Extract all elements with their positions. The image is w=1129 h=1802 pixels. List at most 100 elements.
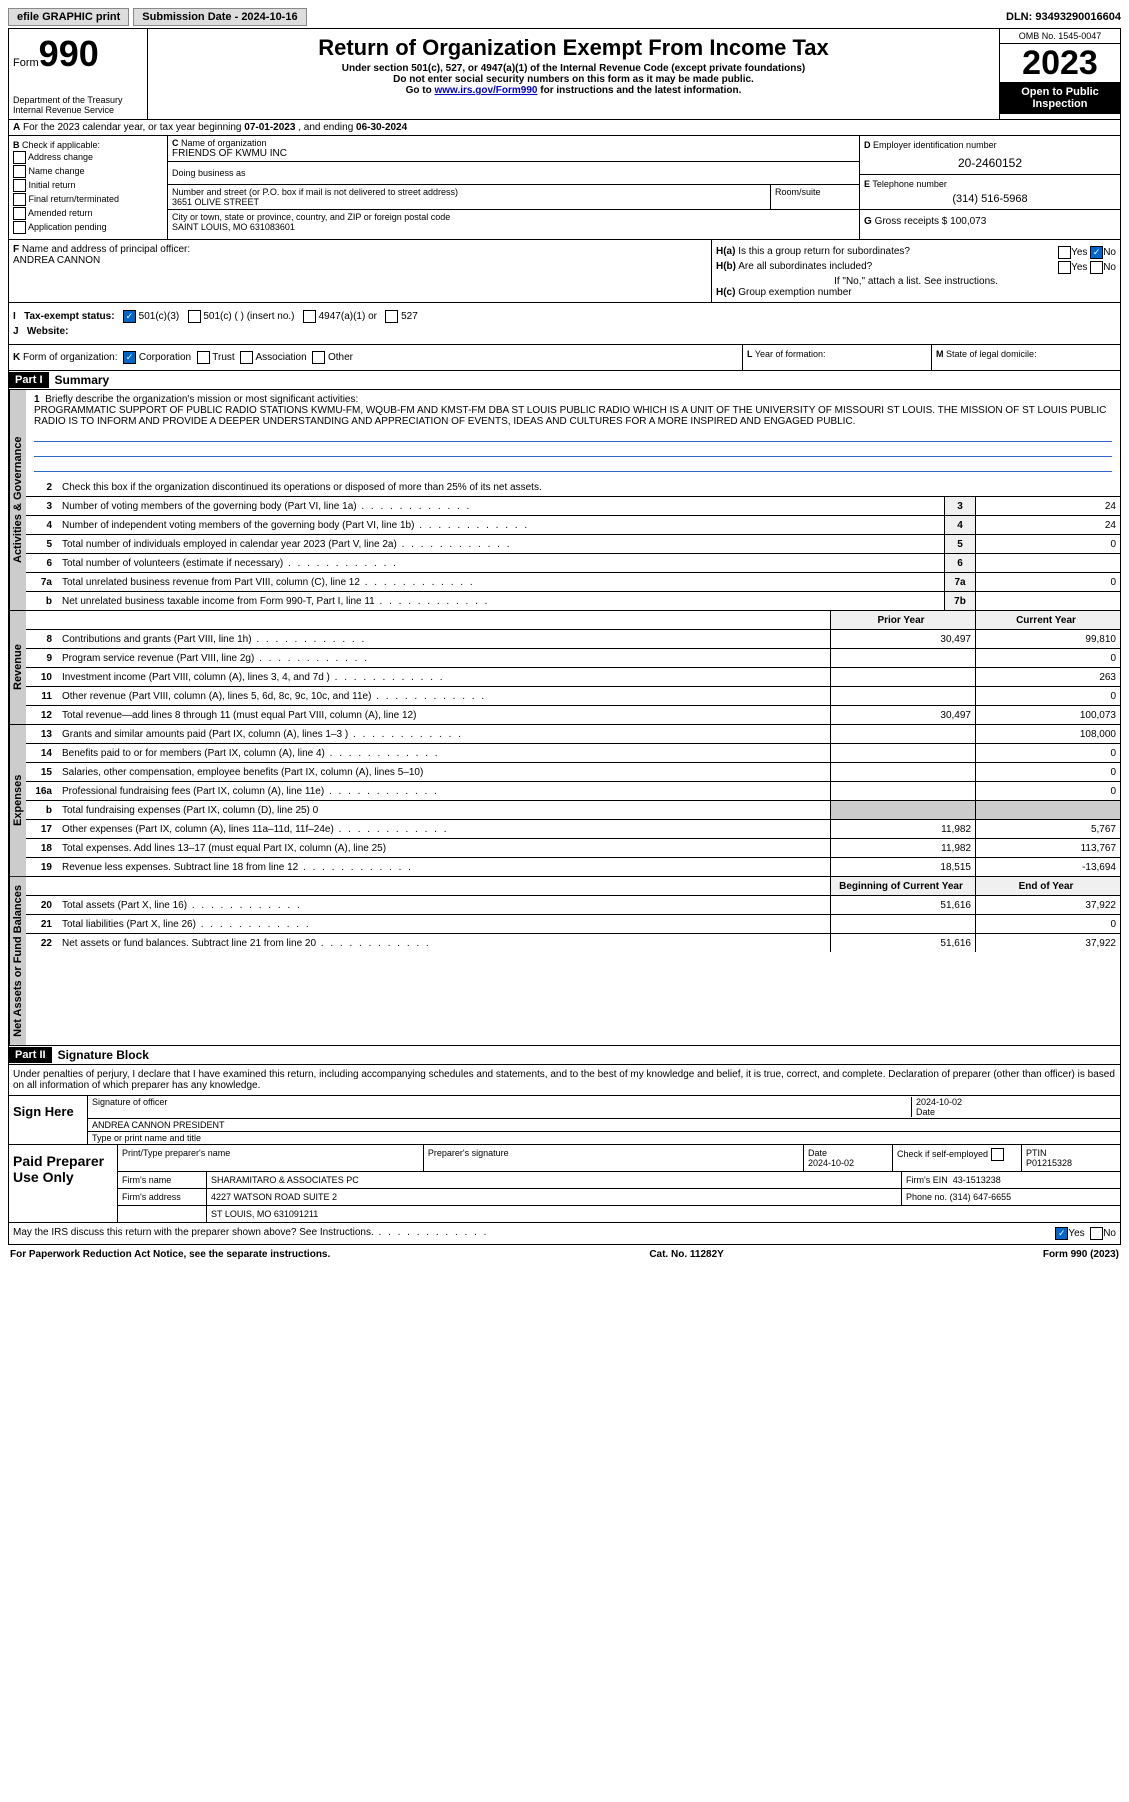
tax-exempt-row: I Tax-exempt status: ✓ 501(c)(3) 501(c) … — [13, 310, 1116, 323]
open-inspection-badge: Open to Public Inspection — [1000, 82, 1120, 114]
line-19: 19Revenue less expenses. Subtract line 1… — [26, 858, 1120, 876]
form-number: Form990 — [13, 33, 143, 75]
check-501c[interactable] — [188, 310, 201, 323]
check-application-pending[interactable]: Application pending — [13, 221, 163, 234]
check-501c3[interactable]: ✓ — [123, 310, 136, 323]
check-other[interactable] — [312, 351, 325, 364]
line-22: 22Net assets or fund balances. Subtract … — [26, 934, 1120, 952]
dba-cell: Doing business as — [168, 161, 859, 184]
part2-header: Part II Signature Block — [8, 1046, 1121, 1065]
perjury-text: Under penalties of perjury, I declare th… — [8, 1065, 1121, 1096]
ein-value: 20-2460152 — [864, 156, 1116, 170]
section-fh: F Name and address of principal officer:… — [8, 240, 1121, 303]
form-of-org-row: K Form of organization: ✓ Corporation Tr… — [9, 345, 743, 370]
line-14: 14Benefits paid to or for members (Part … — [26, 744, 1120, 763]
revenue-col-hdr: Prior YearCurrent Year — [26, 611, 1120, 630]
form990-link[interactable]: www.irs.gov/Form990 — [434, 85, 537, 96]
check-address-change[interactable]: Address change — [13, 151, 163, 164]
gross-receipts-value: 100,073 — [950, 216, 986, 227]
revenue-block: Revenue Prior YearCurrent Year 8Contribu… — [8, 611, 1121, 725]
tab-governance: Activities & Governance — [9, 390, 26, 610]
check-trust[interactable] — [197, 351, 210, 364]
discuss-row: May the IRS discuss this return with the… — [8, 1223, 1121, 1245]
dept-label: Department of the Treasury — [13, 95, 143, 105]
group-return-cell: H(a) Is this a group return for subordin… — [712, 240, 1120, 302]
phone-cell: E Telephone number (314) 516-5968 — [860, 175, 1120, 210]
check-527[interactable] — [385, 310, 398, 323]
top-bar: efile GRAPHIC print Submission Date - 20… — [8, 8, 1121, 26]
officer-name: ANDREA CANNON — [13, 255, 100, 266]
city-value: SAINT LOUIS, MO 631083601 — [172, 222, 295, 232]
col-b-checkboxes: B Check if applicable: Address change Na… — [9, 136, 168, 239]
line-20: 20Total assets (Part X, line 16)51,61637… — [26, 896, 1120, 915]
check-4947[interactable] — [303, 310, 316, 323]
footer-mid: Cat. No. 11282Y — [649, 1249, 723, 1260]
discuss-no[interactable] — [1090, 1227, 1103, 1240]
form-header: Form990 Department of the Treasury Inter… — [8, 28, 1121, 120]
efile-button[interactable]: efile GRAPHIC print — [8, 8, 129, 26]
officer-signature: ANDREA CANNON PRESIDENT — [92, 1120, 225, 1130]
paid-preparer-label: Paid Preparer Use Only — [9, 1145, 118, 1222]
line-7b: bNet unrelated business taxable income f… — [26, 592, 1120, 610]
check-corporation[interactable]: ✓ — [123, 351, 136, 364]
ein-cell: D Employer identification number 20-2460… — [860, 136, 1120, 175]
phone-value: (314) 516-5968 — [864, 193, 1116, 205]
line-15: 15Salaries, other compensation, employee… — [26, 763, 1120, 782]
line-10: 10Investment income (Part VIII, column (… — [26, 668, 1120, 687]
page-footer: For Paperwork Reduction Act Notice, see … — [8, 1245, 1121, 1264]
gross-receipts-cell: G Gross receipts $ 100,073 — [860, 210, 1120, 233]
line-18: 18Total expenses. Add lines 13–17 (must … — [26, 839, 1120, 858]
mission-text: PROGRAMMATIC SUPPORT OF PUBLIC RADIO STA… — [34, 405, 1106, 427]
goto-link-row: Go to www.irs.gov/Form990 for instructio… — [156, 85, 991, 96]
form-subtitle: Under section 501(c), 527, or 4947(a)(1)… — [156, 63, 991, 74]
mission-row: 1 Briefly describe the organization's mi… — [26, 390, 1120, 478]
line-16b: bTotal fundraising expenses (Part IX, co… — [26, 801, 1120, 820]
part1-header: Part I Summary — [8, 371, 1121, 390]
line-8: 8Contributions and grants (Part VIII, li… — [26, 630, 1120, 649]
form-title: Return of Organization Exempt From Incom… — [156, 35, 991, 61]
line-12: 12Total revenue—add lines 8 through 11 (… — [26, 706, 1120, 724]
check-final-return[interactable]: Final return/terminated — [13, 193, 163, 206]
firm-name: SHARAMITARO & ASSOCIATES PC — [207, 1172, 902, 1188]
principal-officer-cell: F Name and address of principal officer:… — [9, 240, 712, 302]
ssn-note: Do not enter social security numbers on … — [156, 74, 991, 85]
line-2: 2Check this box if the organization disc… — [26, 478, 1120, 497]
footer-right: Form 990 (2023) — [1043, 1249, 1119, 1260]
tab-net-assets: Net Assets or Fund Balances — [9, 877, 26, 1045]
footer-left: For Paperwork Reduction Act Notice, see … — [10, 1249, 330, 1260]
net-assets-block: Net Assets or Fund Balances Beginning of… — [8, 877, 1121, 1046]
line-16a: 16aProfessional fundraising fees (Part I… — [26, 782, 1120, 801]
org-name-cell: C Name of organization FRIENDS OF KWMU I… — [168, 136, 859, 161]
section-klm: K Form of organization: ✓ Corporation Tr… — [8, 345, 1121, 371]
tab-revenue: Revenue — [9, 611, 26, 724]
net-col-hdr: Beginning of Current YearEnd of Year — [26, 877, 1120, 896]
check-name-change[interactable]: Name change — [13, 165, 163, 178]
discuss-yes[interactable]: ✓ — [1055, 1227, 1068, 1240]
dln-label: DLN: 93493290016604 — [1006, 11, 1121, 23]
paid-preparer-block: Paid Preparer Use Only Print/Type prepar… — [8, 1145, 1121, 1223]
submission-date-button[interactable]: Submission Date - 2024-10-16 — [133, 8, 306, 26]
check-amended-return[interactable]: Amended return — [13, 207, 163, 220]
website-row: J Website: — [13, 326, 1116, 337]
line-7a: 7aTotal unrelated business revenue from … — [26, 573, 1120, 592]
check-association[interactable] — [240, 351, 253, 364]
omb-number: OMB No. 1545-0047 — [1000, 29, 1120, 44]
sign-here-label: Sign Here — [9, 1096, 88, 1144]
expenses-block: Expenses 13Grants and similar amounts pa… — [8, 725, 1121, 877]
org-name: FRIENDS OF KWMU INC — [172, 148, 287, 159]
room-cell: Room/suite — [771, 185, 859, 209]
check-initial-return[interactable]: Initial return — [13, 179, 163, 192]
state-domicile-cell: M State of legal domicile: — [932, 345, 1120, 370]
street-value: 3651 OLIVE STREET — [172, 197, 259, 207]
tab-expenses: Expenses — [9, 725, 26, 876]
tax-year: 2023 — [1000, 44, 1120, 82]
city-cell: City or town, state or province, country… — [168, 209, 859, 234]
year-formation-cell: L Year of formation: — [743, 345, 932, 370]
line-9: 9Program service revenue (Part VIII, lin… — [26, 649, 1120, 668]
section-bcde: B Check if applicable: Address change Na… — [8, 136, 1121, 240]
irs-label: Internal Revenue Service — [13, 105, 143, 115]
line-13: 13Grants and similar amounts paid (Part … — [26, 725, 1120, 744]
line-4: 4Number of independent voting members of… — [26, 516, 1120, 535]
street-cell: Number and street (or P.O. box if mail i… — [168, 185, 771, 209]
line-5: 5Total number of individuals employed in… — [26, 535, 1120, 554]
